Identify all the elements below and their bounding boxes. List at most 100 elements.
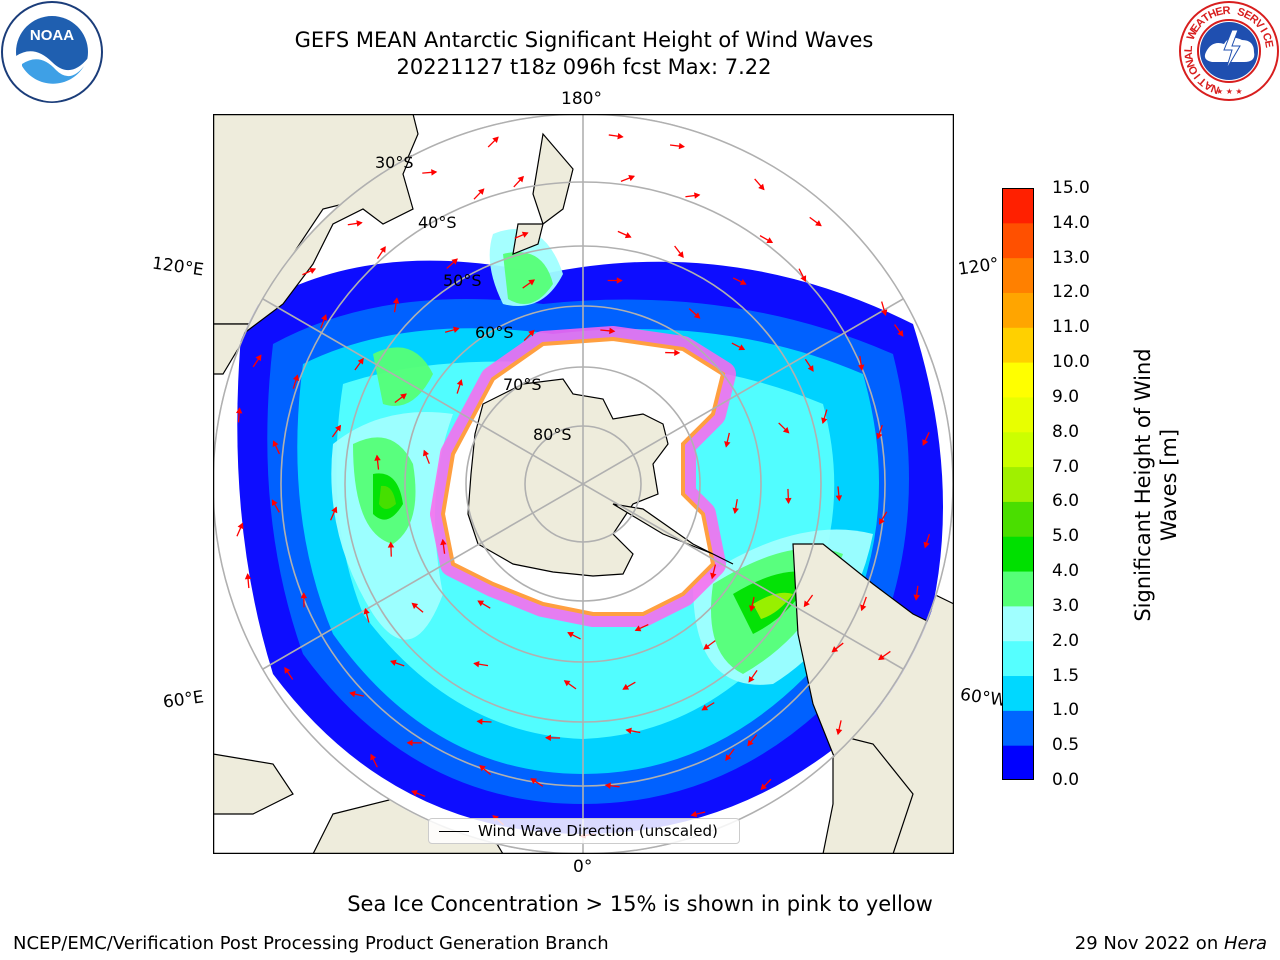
- wave-direction-arrowhead: [422, 449, 429, 457]
- colorbar-band: [1002, 640, 1034, 677]
- wave-direction-arrowhead: [710, 572, 717, 580]
- wave-direction-arrowhead: [411, 602, 419, 609]
- wave-direction-arrowhead: [835, 728, 843, 736]
- wave-direction-arrowhead: [678, 142, 685, 150]
- wave-direction-arrowhead: [782, 426, 790, 434]
- wave-direction-arrowhead: [349, 690, 356, 698]
- colorbar-tick-label: 5.0: [1052, 526, 1080, 547]
- wave-direction-arrowhead: [476, 718, 483, 725]
- wave-direction-arrowhead: [732, 507, 739, 515]
- wave-direction-arrowhead: [923, 541, 930, 549]
- wave-direction-arrowhead: [478, 188, 485, 195]
- colorbar-band: [1002, 396, 1034, 433]
- wave-direction-arrowhead: [785, 497, 792, 504]
- wave-direction-arrowhead: [725, 754, 732, 761]
- wave-direction-arrowhead: [616, 277, 623, 284]
- colorbar-band: [1002, 745, 1034, 780]
- wave-direction-arrowhead: [563, 680, 571, 687]
- wave-direction-arrowhead: [272, 440, 279, 448]
- wave-direction-arrowhead: [628, 175, 635, 182]
- lon-label-60w: 60°W: [958, 684, 1009, 712]
- wave-direction-arrowhead: [609, 327, 616, 335]
- svg-text:I: I: [1257, 26, 1269, 35]
- svg-text:S: S: [1236, 6, 1247, 20]
- lat-label: 30°S: [375, 153, 414, 172]
- wave-direction-arrowhead: [477, 600, 485, 607]
- wave-direction-arrowhead: [235, 407, 243, 414]
- wave-direction-arrowhead: [748, 605, 756, 612]
- wave-direction-arrowhead: [739, 279, 747, 285]
- wave-direction-arrowhead: [440, 538, 447, 546]
- wave-direction-arrowhead: [255, 354, 262, 362]
- wave-direction-arrowhead: [473, 661, 480, 668]
- wave-direction-arrowhead: [387, 541, 395, 548]
- wave-direction-arrowhead: [406, 739, 413, 747]
- lat-label: 80°S: [533, 425, 572, 444]
- wave-direction-arrowhead: [431, 169, 438, 176]
- svg-text:★ ★ ★: ★ ★ ★: [1216, 87, 1243, 96]
- svg-text:L: L: [1183, 45, 1195, 53]
- antarctica: [430, 326, 736, 627]
- wave-direction-arrowhead: [528, 279, 535, 286]
- colorbar-tick-label: 12.0: [1052, 282, 1090, 303]
- wave-direction-arrowhead: [881, 309, 888, 316]
- wave-direction-arrowhead: [803, 600, 810, 608]
- colorbar-band: [1002, 257, 1034, 293]
- wave-direction-arrowhead: [335, 424, 342, 432]
- wave-direction-arrowhead: [857, 364, 865, 371]
- wave-direction-arrowhead: [913, 594, 920, 601]
- lon-label-120w: 120°: [956, 254, 1001, 280]
- lon-label-60e: 60°E: [161, 687, 206, 713]
- colorbar-tick-label: 2.0: [1052, 630, 1080, 651]
- colorbar-tick-label: 0.0: [1052, 770, 1080, 790]
- colorbar-band: [1002, 222, 1034, 259]
- wave-direction-arrowhead: [567, 631, 574, 638]
- colorbar-band: [1002, 571, 1034, 607]
- wave-direction-arrowhead: [876, 432, 883, 440]
- wave-direction-arrowhead: [374, 454, 381, 461]
- lon-label-0: 0°: [573, 857, 593, 877]
- wave-direction-arrowhead: [625, 727, 632, 735]
- colorbar-tick-label: 10.0: [1052, 352, 1090, 373]
- wave-direction-arrowhead: [807, 365, 814, 372]
- wave-direction-arrowhead: [392, 297, 400, 304]
- wave-direction-arrowhead: [390, 659, 397, 666]
- svg-text:A: A: [1183, 51, 1196, 60]
- colorbar-tick-label: 0.5: [1052, 735, 1080, 756]
- map-panel: 30°S 40°S 50°S 60°S 70°S 80°S: [213, 114, 954, 854]
- colorbar-band: [1002, 501, 1034, 537]
- wave-direction-arrowhead: [331, 506, 338, 514]
- lat-label: 50°S: [443, 271, 482, 290]
- colorbar-tick-label: 6.0: [1052, 491, 1080, 512]
- colorbar-tick-label: 8.0: [1052, 421, 1080, 442]
- wave-direction-arrowhead: [860, 604, 867, 612]
- colorbar-tick-label: 1.5: [1052, 665, 1080, 686]
- wave-direction-arrowhead: [244, 573, 252, 580]
- wave-height-contour: [379, 485, 396, 509]
- lat-label: 60°S: [475, 323, 514, 342]
- wave-direction-arrowhead: [300, 592, 308, 599]
- lat-label: 40°S: [418, 213, 457, 232]
- footer-organization: NCEP/EMC/Verification Post Processing Pr…: [13, 933, 609, 954]
- colorbar-band: [1002, 466, 1034, 502]
- colorbar-band: [1002, 188, 1034, 224]
- colorbar-tick-label: 3.0: [1052, 595, 1080, 616]
- wave-direction-arrowhead: [237, 522, 244, 530]
- wave-direction-arrowhead: [766, 237, 774, 244]
- wave-direction-arrowhead: [922, 439, 929, 446]
- wave-direction-arrowhead: [379, 246, 386, 253]
- wave-direction-arrowhead: [271, 499, 278, 507]
- wave-direction-arrowhead: [356, 220, 363, 227]
- wave-height-contour: [373, 347, 433, 406]
- wave-direction-arrowhead: [674, 349, 681, 356]
- noaa-logo: NOAA: [1, 1, 103, 103]
- wave-direction-arrowhead: [456, 379, 463, 386]
- wave-direction-arrowhead: [411, 790, 418, 797]
- wave-direction-arrowhead: [517, 175, 524, 183]
- svg-text:R: R: [1222, 5, 1231, 17]
- wave-direction-arrowhead: [363, 607, 370, 615]
- wave-direction-arrowhead: [492, 136, 499, 143]
- svg-text:N: N: [1184, 58, 1198, 69]
- wave-direction-arrowhead: [738, 344, 746, 351]
- wave-direction-arrowhead: [701, 704, 709, 711]
